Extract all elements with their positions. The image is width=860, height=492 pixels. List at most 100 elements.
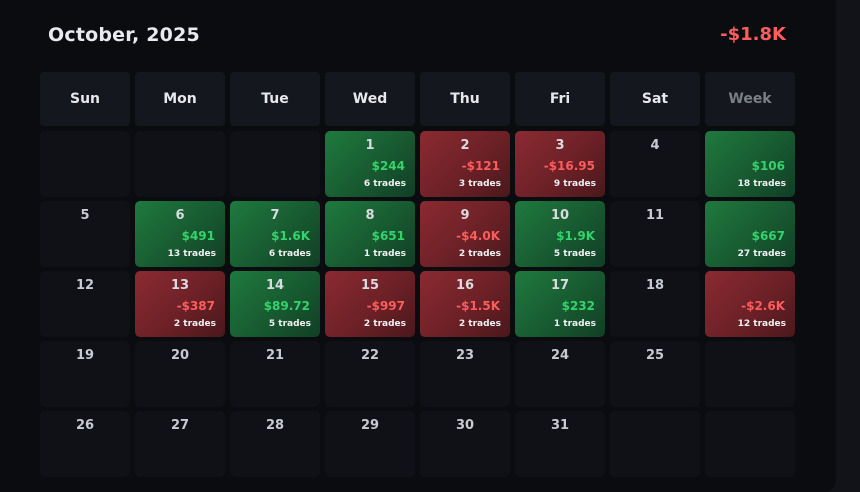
weekday-header: Fri — [515, 72, 605, 126]
week-summary-cell[interactable]: -$2.6K 12 trades — [705, 271, 795, 337]
trade-count: 5 trades — [268, 319, 311, 329]
day-cell[interactable]: 15 -$997 2 trades — [325, 271, 415, 337]
day-number: 15 — [360, 278, 380, 293]
pnl-value: -$4.0K — [456, 229, 500, 243]
day-cell[interactable]: 28 — [230, 411, 320, 477]
day-cell[interactable]: 30 — [420, 411, 510, 477]
day-number: 10 — [550, 208, 570, 223]
weekday-header: Thu — [420, 72, 510, 126]
weekday-header: Mon — [135, 72, 225, 126]
day-number: 31 — [550, 418, 570, 433]
empty-day-cell — [135, 131, 225, 197]
pnl-value: -$997 — [366, 299, 405, 313]
weekday-header: Wed — [325, 72, 415, 126]
day-cell[interactable]: 3 -$16.95 9 trades — [515, 131, 605, 197]
day-number: 29 — [360, 418, 380, 433]
pnl-value: $1.9K — [556, 229, 595, 243]
day-number: 6 — [175, 208, 185, 223]
day-number: 13 — [170, 278, 190, 293]
day-cell[interactable]: 26 — [40, 411, 130, 477]
weekday-header: Sun — [40, 72, 130, 126]
week-summary-cell[interactable] — [705, 411, 795, 477]
day-number: 22 — [360, 348, 380, 363]
month-total-pnl: -$1.8K — [720, 24, 786, 45]
day-number: 25 — [645, 348, 665, 363]
day-cell[interactable]: 24 — [515, 341, 605, 407]
day-cell[interactable]: 10 $1.9K 5 trades — [515, 201, 605, 267]
day-number: 5 — [80, 208, 90, 223]
pnl-value: -$387 — [176, 299, 215, 313]
pnl-value: -$121 — [461, 159, 500, 173]
trade-count: 12 trades — [737, 319, 786, 329]
pnl-value: -$1.5K — [456, 299, 500, 313]
day-cell[interactable]: 6 $491 13 trades — [135, 201, 225, 267]
day-cell[interactable]: 18 — [610, 271, 700, 337]
day-number: 17 — [550, 278, 570, 293]
calendar-panel: October, 2025 -$1.8K Sun Mon Tue Wed Thu Fri S… — [40, 24, 795, 481]
day-cell[interactable]: 22 — [325, 341, 415, 407]
pnl-value: $232 — [561, 299, 595, 313]
calendar-grid: Sun Mon Tue Wed Thu Fri Sat Week 1 $244 6 trades 2 -… — [40, 72, 795, 481]
month-title: October, 2025 — [48, 24, 200, 46]
empty-day-cell — [40, 131, 130, 197]
pnl-value: $244 — [371, 159, 405, 173]
day-number: 21 — [265, 348, 285, 363]
trade-count: 6 trades — [268, 249, 311, 259]
day-cell[interactable]: 19 — [40, 341, 130, 407]
day-cell[interactable]: 31 — [515, 411, 605, 477]
day-cell[interactable]: 14 $89.72 5 trades — [230, 271, 320, 337]
day-cell[interactable]: 20 — [135, 341, 225, 407]
trade-count: 2 trades — [458, 249, 501, 259]
week-summary-cell[interactable]: $667 27 trades — [705, 201, 795, 267]
day-cell[interactable]: 8 $651 1 trades — [325, 201, 415, 267]
day-number: 4 — [650, 138, 660, 153]
day-cell[interactable]: 17 $232 1 trades — [515, 271, 605, 337]
empty-day-cell — [610, 411, 700, 477]
day-number: 23 — [455, 348, 475, 363]
pnl-value: -$2.6K — [741, 299, 785, 313]
trade-count: 6 trades — [363, 179, 406, 189]
day-cell[interactable]: 29 — [325, 411, 415, 477]
day-cell[interactable]: 7 $1.6K 6 trades — [230, 201, 320, 267]
trade-count: 9 trades — [553, 179, 596, 189]
day-number: 24 — [550, 348, 570, 363]
day-number: 11 — [645, 208, 665, 223]
day-number: 14 — [265, 278, 285, 293]
trade-count: 3 trades — [458, 179, 501, 189]
trade-count: 5 trades — [553, 249, 596, 259]
day-cell[interactable]: 9 -$4.0K 2 trades — [420, 201, 510, 267]
trade-count: 1 trades — [553, 319, 596, 329]
trade-count: 1 trades — [363, 249, 406, 259]
trade-count: 27 trades — [737, 249, 786, 259]
day-cell[interactable]: 27 — [135, 411, 225, 477]
day-cell[interactable]: 21 — [230, 341, 320, 407]
day-number: 19 — [75, 348, 95, 363]
day-cell[interactable]: 12 — [40, 271, 130, 337]
day-cell[interactable]: 1 $244 6 trades — [325, 131, 415, 197]
weekday-header: Tue — [230, 72, 320, 126]
day-cell[interactable]: 2 -$121 3 trades — [420, 131, 510, 197]
pnl-value: $106 — [751, 159, 785, 173]
day-number: 9 — [460, 208, 470, 223]
pnl-value: $1.6K — [271, 229, 310, 243]
day-cell[interactable]: 11 — [610, 201, 700, 267]
week-summary-cell[interactable] — [705, 341, 795, 407]
day-cell[interactable]: 13 -$387 2 trades — [135, 271, 225, 337]
day-cell[interactable]: 23 — [420, 341, 510, 407]
day-number: 1 — [365, 138, 375, 153]
trade-count: 13 trades — [167, 249, 216, 259]
week-column-header: Week — [705, 72, 795, 126]
day-number: 2 — [460, 138, 470, 153]
day-number: 8 — [365, 208, 375, 223]
day-number: 3 — [555, 138, 565, 153]
day-cell[interactable]: 25 — [610, 341, 700, 407]
trade-count: 2 trades — [458, 319, 501, 329]
day-cell[interactable]: 5 — [40, 201, 130, 267]
day-cell[interactable]: 4 — [610, 131, 700, 197]
trade-count: 18 trades — [737, 179, 786, 189]
day-cell[interactable]: 16 -$1.5K 2 trades — [420, 271, 510, 337]
day-number: 16 — [455, 278, 475, 293]
pnl-value: -$16.95 — [543, 159, 595, 173]
week-summary-cell[interactable]: $106 18 trades — [705, 131, 795, 197]
day-number: 28 — [265, 418, 285, 433]
